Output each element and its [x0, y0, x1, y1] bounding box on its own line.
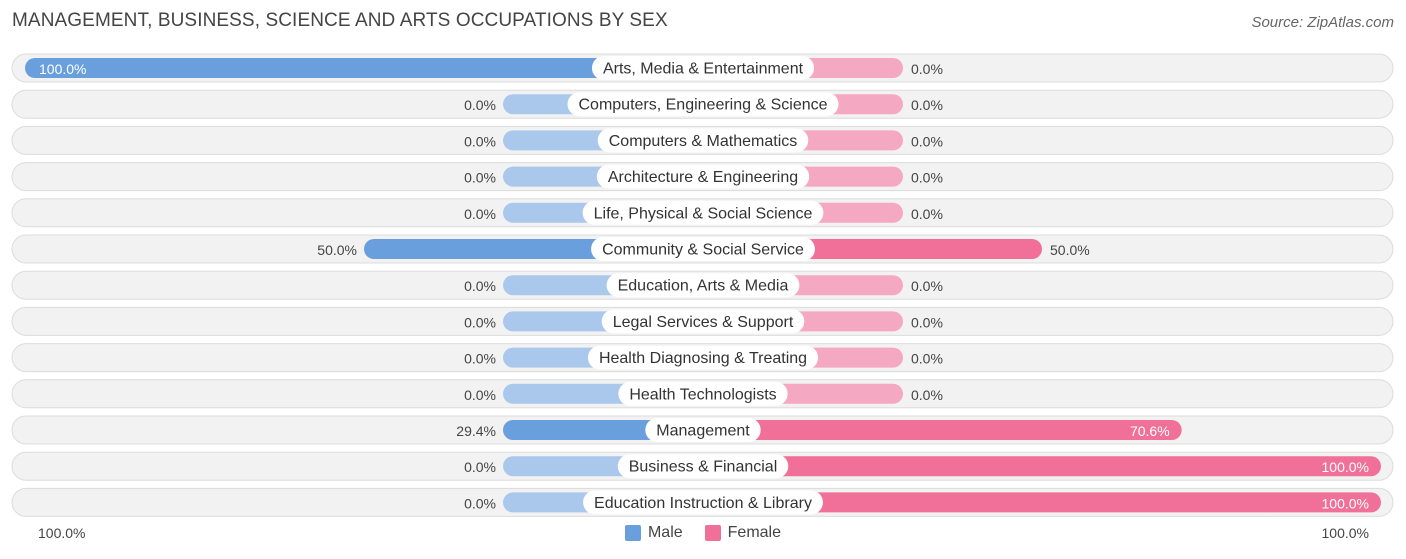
female-value-label: 0.0%: [911, 97, 943, 113]
category-label-background: [582, 200, 824, 225]
male-value-label: 0.0%: [464, 495, 496, 511]
female-value-label: 50.0%: [1050, 242, 1090, 258]
legend-item-male: Male: [624, 524, 683, 542]
female-value-label: 0.0%: [911, 351, 943, 367]
category-label-background: [617, 454, 789, 479]
category-label: Education, Arts & Media: [618, 278, 789, 295]
female-value-label: 0.0%: [911, 387, 943, 403]
category-label: Computers, Engineering & Science: [578, 97, 827, 114]
legend: Male Female: [0, 524, 1406, 542]
legend-swatch-male: [624, 525, 641, 541]
chart-area: 100.0% 0.0% Arts, Media & Entertainment 0.0…: [11, 53, 1394, 517]
axis-right-label: 100.0%: [1321, 525, 1369, 541]
male-value-label: 0.0%: [464, 351, 496, 367]
category-label: Health Technologists: [629, 386, 776, 403]
category-label-background: [645, 418, 761, 442]
female-value-label: 70.6%: [1130, 423, 1170, 439]
legend-label-female: Female: [727, 524, 782, 541]
male-value-label: 0.0%: [464, 278, 496, 294]
male-value-label: 0.0%: [464, 170, 496, 186]
female-value-label: 100.0%: [1322, 495, 1369, 511]
female-bar: [703, 456, 1381, 477]
category-label-background: [587, 345, 819, 370]
male-value-label: 50.0%: [317, 242, 357, 258]
male-value-label: 0.0%: [464, 314, 496, 330]
category-label-background: [591, 56, 815, 80]
category-label-background: [591, 237, 815, 261]
category-label: Legal Services & Support: [613, 314, 794, 331]
category-label-background: [606, 273, 800, 298]
male-value-label: 0.0%: [464, 206, 496, 222]
category-label: Business & Financial: [629, 459, 778, 476]
legend-label-male: Male: [647, 524, 683, 541]
female-value-label: 0.0%: [911, 133, 943, 149]
female-value-label: 100.0%: [1322, 459, 1369, 475]
category-label: Education Instruction & Library: [594, 495, 812, 512]
category-label-background: [601, 309, 805, 334]
category-label: Management: [656, 423, 750, 440]
category-label-background: [597, 128, 809, 153]
category-label: Computers & Mathematics: [609, 133, 798, 150]
male-value-label: 29.4%: [456, 423, 496, 439]
male-value-label: 0.0%: [464, 133, 496, 149]
category-label: Life, Physical & Social Science: [594, 205, 813, 222]
male-value-label: 0.0%: [464, 459, 496, 475]
male-bar: [25, 58, 703, 78]
female-value-label: 0.0%: [911, 206, 943, 222]
axis-left-label: 100.0%: [38, 525, 86, 541]
source-note: Source: ZipAtlas.com: [1251, 14, 1394, 31]
chart-title: MANAGEMENT, BUSINESS, SCIENCE AND ARTS O…: [12, 10, 668, 31]
female-value-label: 0.0%: [911, 170, 943, 186]
female-bar: [703, 492, 1381, 513]
category-label: Architecture & Engineering: [608, 169, 798, 186]
category-label: Community & Social Service: [602, 242, 804, 259]
category-label: Health Diagnosing & Treating: [599, 350, 807, 367]
female-value-label: 0.0%: [911, 278, 943, 294]
female-value-label: 0.0%: [911, 314, 943, 330]
category-label: Arts, Media & Entertainment: [603, 61, 804, 78]
category-label-background: [596, 164, 810, 189]
female-bar: [703, 420, 1182, 440]
legend-swatch-female: [704, 525, 721, 541]
category-label-background: [583, 490, 823, 515]
category-label-background: [567, 92, 839, 117]
female-value-label: 0.0%: [911, 61, 943, 77]
category-label-background: [618, 381, 788, 406]
male-value-label: 0.0%: [464, 97, 496, 113]
male-value-label: 0.0%: [464, 387, 496, 403]
legend-item-female: Female: [704, 524, 782, 542]
male-value-label: 100.0%: [39, 61, 86, 77]
